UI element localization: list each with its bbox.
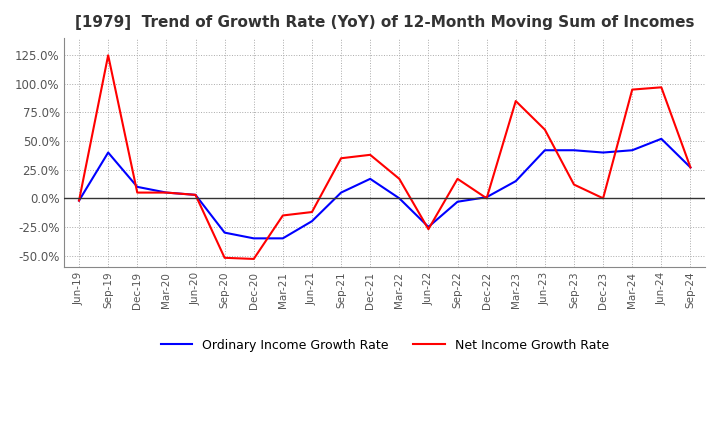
Ordinary Income Growth Rate — [366, 176, 374, 181]
Net Income Growth Rate — [249, 257, 258, 262]
Net Income Growth Rate — [162, 190, 171, 195]
Net Income Growth Rate — [133, 190, 142, 195]
Ordinary Income Growth Rate — [395, 196, 404, 201]
Title: [1979]  Trend of Growth Rate (YoY) of 12-Month Moving Sum of Incomes: [1979] Trend of Growth Rate (YoY) of 12-… — [75, 15, 695, 30]
Ordinary Income Growth Rate — [162, 190, 171, 195]
Legend: Ordinary Income Growth Rate, Net Income Growth Rate: Ordinary Income Growth Rate, Net Income … — [156, 334, 614, 357]
Net Income Growth Rate — [686, 165, 695, 170]
Net Income Growth Rate — [192, 192, 200, 198]
Ordinary Income Growth Rate — [279, 236, 287, 241]
Net Income Growth Rate — [570, 182, 578, 187]
Net Income Growth Rate — [511, 99, 520, 104]
Ordinary Income Growth Rate — [599, 150, 608, 155]
Ordinary Income Growth Rate — [686, 165, 695, 170]
Net Income Growth Rate — [424, 227, 433, 232]
Ordinary Income Growth Rate — [337, 190, 346, 195]
Net Income Growth Rate — [657, 84, 666, 90]
Ordinary Income Growth Rate — [453, 199, 462, 204]
Line: Net Income Growth Rate: Net Income Growth Rate — [79, 55, 690, 259]
Net Income Growth Rate — [337, 156, 346, 161]
Line: Ordinary Income Growth Rate: Ordinary Income Growth Rate — [79, 139, 690, 238]
Net Income Growth Rate — [307, 209, 316, 215]
Net Income Growth Rate — [453, 176, 462, 181]
Net Income Growth Rate — [482, 196, 491, 201]
Ordinary Income Growth Rate — [541, 147, 549, 153]
Net Income Growth Rate — [75, 198, 84, 203]
Ordinary Income Growth Rate — [511, 179, 520, 184]
Net Income Growth Rate — [628, 87, 636, 92]
Ordinary Income Growth Rate — [220, 230, 229, 235]
Net Income Growth Rate — [366, 152, 374, 158]
Ordinary Income Growth Rate — [133, 184, 142, 190]
Ordinary Income Growth Rate — [192, 192, 200, 198]
Ordinary Income Growth Rate — [628, 147, 636, 153]
Net Income Growth Rate — [395, 176, 404, 181]
Ordinary Income Growth Rate — [104, 150, 112, 155]
Net Income Growth Rate — [599, 196, 608, 201]
Net Income Growth Rate — [541, 127, 549, 132]
Ordinary Income Growth Rate — [657, 136, 666, 141]
Ordinary Income Growth Rate — [75, 198, 84, 203]
Ordinary Income Growth Rate — [249, 236, 258, 241]
Ordinary Income Growth Rate — [307, 219, 316, 224]
Net Income Growth Rate — [220, 255, 229, 260]
Net Income Growth Rate — [104, 53, 112, 58]
Ordinary Income Growth Rate — [482, 194, 491, 200]
Ordinary Income Growth Rate — [424, 224, 433, 230]
Ordinary Income Growth Rate — [570, 147, 578, 153]
Net Income Growth Rate — [279, 213, 287, 218]
